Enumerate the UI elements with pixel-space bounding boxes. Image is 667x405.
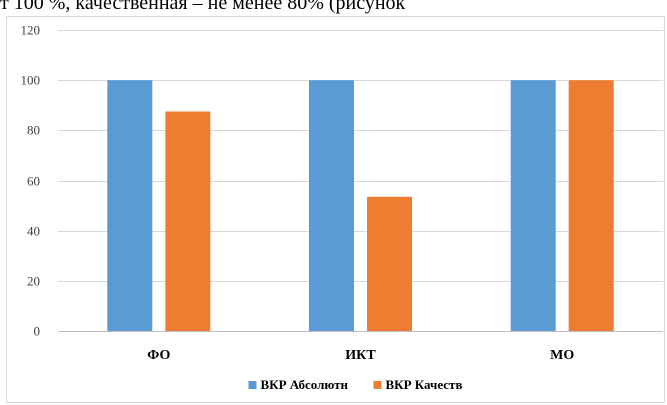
legend-swatch	[373, 381, 382, 389]
y-axis-ticks: 0 20 40 60 80 100 120	[21, 23, 41, 339]
legend: ВКР Абсолютн ВКР Качеств	[248, 377, 463, 392]
x-category-label: ФО	[147, 348, 170, 363]
bar-series-2	[165, 111, 211, 331]
bars	[107, 80, 614, 331]
legend-label: ВКР Абсолютн	[261, 377, 349, 392]
bar-series-2	[367, 196, 412, 331]
y-tick-label: 60	[27, 174, 40, 189]
document-text-fragment: т 100 %, качественная – не менее 80% (ри…	[0, 0, 406, 14]
y-tick-label: 0	[34, 324, 41, 339]
y-tick-label: 120	[21, 23, 41, 38]
y-tick-label: 80	[27, 123, 40, 138]
bar-series-1	[107, 80, 153, 331]
legend-swatch	[248, 381, 257, 389]
x-axis-labels: ФО ИКТ МО	[147, 348, 574, 363]
bar-series-1	[309, 80, 354, 331]
gridlines	[58, 30, 663, 282]
x-category-label: МО	[550, 348, 574, 363]
y-tick-label: 40	[27, 224, 40, 239]
bar-series-1	[510, 80, 556, 331]
y-tick-label: 100	[21, 73, 41, 88]
legend-label: ВКР Качеств	[386, 377, 463, 392]
bar-series-2	[568, 80, 614, 331]
y-tick-label: 20	[27, 274, 40, 289]
x-category-label: ИКТ	[345, 348, 376, 363]
